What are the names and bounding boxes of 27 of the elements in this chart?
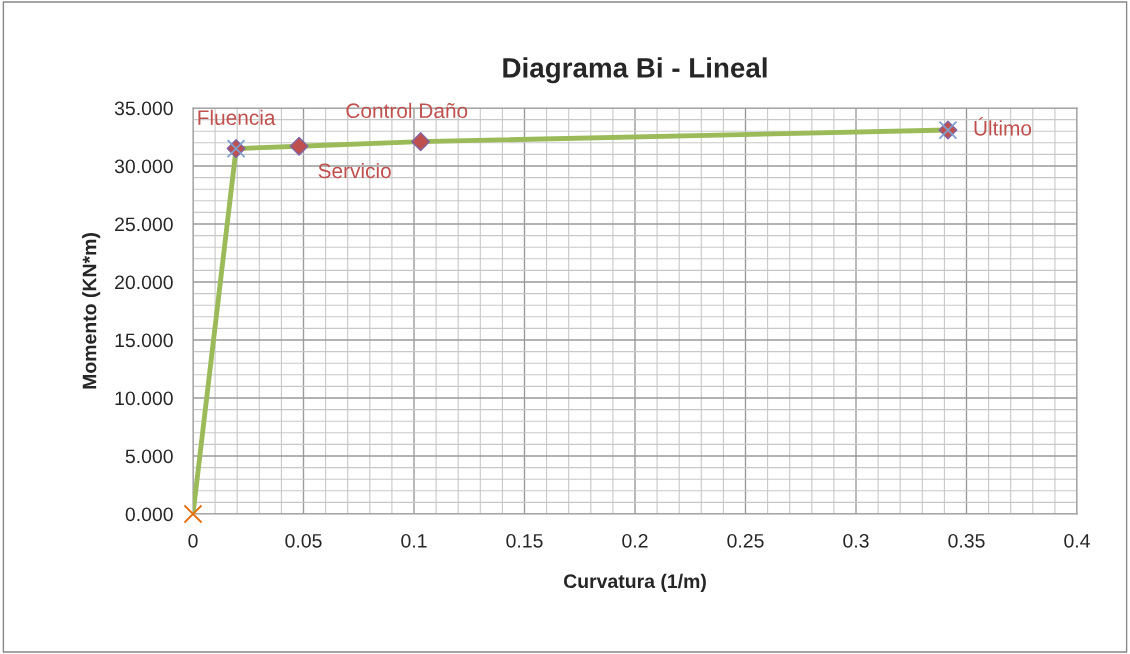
annotation: Servicio bbox=[318, 162, 391, 179]
chart-title: Diagrama Bi - Lineal bbox=[503, 57, 767, 84]
y-tick-label: 15.000 bbox=[115, 333, 173, 348]
x-tick-label: 0.4 bbox=[1064, 533, 1090, 548]
x-tick-label: 0 bbox=[188, 533, 198, 548]
y-axis-title: Momento (KN*m) bbox=[82, 233, 101, 389]
x-tick-label: 0.05 bbox=[285, 533, 322, 548]
x-tick-label: 0.15 bbox=[506, 533, 543, 548]
x-tick-label: 0.2 bbox=[622, 533, 648, 548]
y-tick-label: 5.000 bbox=[125, 449, 173, 464]
y-tick-label: 20.000 bbox=[115, 275, 173, 290]
annotation: Último bbox=[974, 117, 1032, 136]
x-tick-label: 0.35 bbox=[948, 533, 985, 548]
y-tick-label: 35.000 bbox=[114, 101, 173, 116]
y-tick-label: 10.000 bbox=[115, 391, 173, 406]
point bbox=[411, 132, 431, 152]
x-tick-label: 0.25 bbox=[727, 533, 764, 548]
annotation: Control Daño bbox=[346, 102, 468, 119]
y-tick-label: 0.000 bbox=[125, 507, 173, 522]
x-axis-title: Curvatura (1/m) bbox=[563, 573, 706, 592]
x-tick-label: 0.3 bbox=[843, 533, 869, 548]
x-tick-label: 0.1 bbox=[401, 533, 427, 548]
y-tick-label: 25.000 bbox=[115, 217, 173, 232]
point bbox=[183, 504, 203, 524]
y-tick-label: 30.000 bbox=[114, 159, 173, 174]
annotation: Fluencia bbox=[198, 109, 276, 126]
point bbox=[289, 136, 309, 156]
